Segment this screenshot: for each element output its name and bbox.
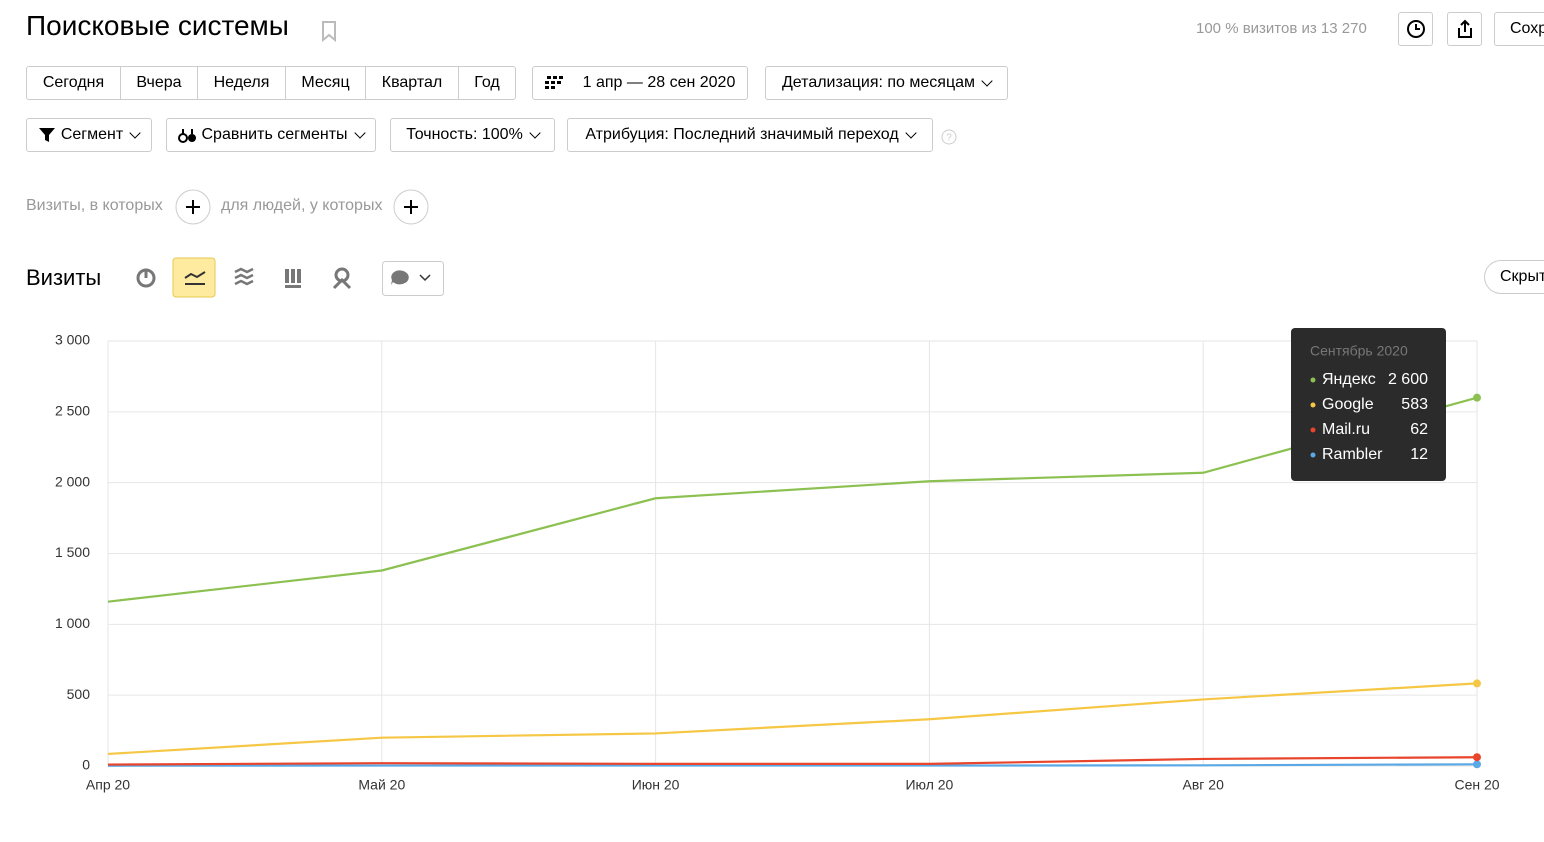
visits-info: 100 % визитов из 13 270 (1196, 20, 1367, 37)
tooltip-dot (1310, 427, 1316, 433)
hide-chart-button[interactable]: Скрыт (1484, 260, 1544, 294)
series-line (107, 396, 1478, 603)
add-visit-condition[interactable] (175, 189, 211, 225)
x-tick-label: Авг 20 (1183, 777, 1225, 793)
chart: 0 500 1 000 1 500 2 000 2 500 3 000 Апр 20 Май 2… (55, 328, 1500, 793)
comment-icon (391, 270, 409, 285)
period-button[interactable]: Месяц (285, 66, 366, 100)
calendar-icon (544, 76, 563, 89)
date-range-button[interactable]: 1 апр — 28 сен 2020 (532, 66, 748, 100)
chart-title: Визиты (26, 265, 102, 290)
history-button[interactable] (1398, 12, 1433, 46)
attribution-button[interactable]: Атрибуция: Последний значимый переход (567, 118, 933, 152)
map-icon[interactable] (332, 267, 352, 290)
segment-label: Сегмент (60, 126, 124, 143)
attribution-label: Атрибуция: Последний значимый переход (585, 126, 899, 143)
series-point (1473, 760, 1481, 769)
tooltip-dot (1310, 402, 1316, 408)
share-icon (1457, 19, 1472, 38)
tooltip-value: 583 (1401, 396, 1428, 413)
period-button[interactable]: Сегодня (26, 66, 121, 100)
export-button[interactable] (1447, 12, 1482, 46)
compare-button[interactable]: Сравнить сегменты (166, 118, 376, 152)
line-chart-icon-selected[interactable] (172, 257, 216, 298)
x-tick-label: Апр 20 (86, 777, 130, 793)
annotations-dropdown[interactable] (382, 261, 444, 296)
period-button[interactable]: Вчера (120, 66, 198, 100)
y-tick-label: 1 500 (55, 544, 90, 560)
help-icon[interactable]: ? (941, 129, 957, 145)
y-tick-label: 2 000 (55, 473, 90, 489)
tooltip-dot (1310, 377, 1316, 383)
segment-button[interactable]: Сегмент (26, 118, 152, 152)
period-button[interactable]: Год (458, 66, 516, 100)
page-title: Поисковые системы (26, 10, 289, 41)
add-people-condition[interactable] (393, 189, 429, 225)
tooltip-dot (1310, 452, 1316, 458)
tooltip-series-name: Rambler (1322, 446, 1383, 463)
tooltip-box (1291, 328, 1446, 481)
bookmark-icon[interactable] (320, 20, 340, 42)
segment-people-text: для людей, у которых (221, 197, 383, 214)
x-tick-label: Сен 20 (1454, 777, 1499, 793)
x-tick-label: Май 20 (358, 777, 405, 793)
svg-text:?: ? (946, 133, 952, 144)
pie-chart-icon[interactable] (136, 268, 156, 288)
tooltip: Сентябрь 2020 Яндекс 2 600 Google 583 Mail.ru… (1291, 328, 1446, 481)
series-line (107, 763, 1478, 767)
accuracy-label: Точность: 100% (406, 126, 523, 143)
tooltip-value: 62 (1410, 421, 1428, 438)
series-point (1473, 393, 1481, 402)
series-point (1473, 753, 1481, 762)
line-chart-icon (184, 271, 206, 285)
date-range: 1 апр — 28 сен 2020 (582, 74, 736, 91)
y-tick-label: 2 500 (55, 403, 90, 419)
save-button[interactable]: Сохр (1494, 12, 1544, 46)
series-line (107, 756, 1478, 766)
tooltip-series-name: Google (1322, 396, 1374, 413)
x-tick-label: Июл 20 (905, 777, 953, 793)
detail-button[interactable]: Детализация: по месяцам (765, 66, 1008, 100)
area-chart-icon[interactable] (234, 267, 254, 286)
tooltip-series-name: Mail.ru (1322, 421, 1370, 438)
period-button[interactable]: Неделя (197, 66, 286, 100)
x-tick-label: Июн 20 (632, 777, 680, 793)
compare-icon (178, 129, 197, 143)
accuracy-button[interactable]: Точность: 100% (390, 118, 555, 152)
tooltip-value: 12 (1410, 446, 1428, 463)
y-tick-label: 1 000 (55, 615, 90, 631)
dropdown-chevron (419, 274, 431, 282)
clock-icon (1406, 20, 1425, 38)
detail-label: Детализация: по месяцам (781, 74, 976, 91)
tooltip-series-name: Яндекс (1322, 371, 1376, 388)
y-tick-label: 500 (67, 686, 91, 702)
series-point (1473, 679, 1481, 688)
tooltip-title: Сентябрь 2020 (1310, 343, 1408, 359)
series-line (107, 682, 1478, 756)
filter-icon (38, 128, 55, 142)
tooltip-value: 2 600 (1388, 371, 1428, 388)
segment-visits-text: Визиты, в которых (26, 197, 163, 214)
bar-chart-icon[interactable] (285, 269, 301, 288)
chart-toolbar (136, 257, 444, 298)
y-tick-label: 0 (82, 757, 90, 773)
period-button[interactable]: Квартал (365, 66, 459, 100)
y-tick-label: 3 000 (55, 332, 90, 348)
compare-label: Сравнить сегменты (201, 126, 348, 143)
